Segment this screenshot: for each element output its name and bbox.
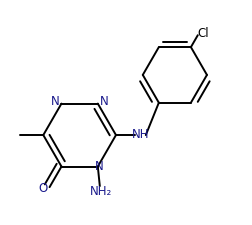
Text: N: N [95, 160, 103, 173]
Text: NH: NH [132, 128, 149, 141]
Text: N: N [100, 94, 108, 108]
Text: NH₂: NH₂ [90, 185, 112, 198]
Text: Cl: Cl [198, 27, 209, 40]
Text: O: O [38, 182, 47, 195]
Text: N: N [51, 94, 59, 108]
